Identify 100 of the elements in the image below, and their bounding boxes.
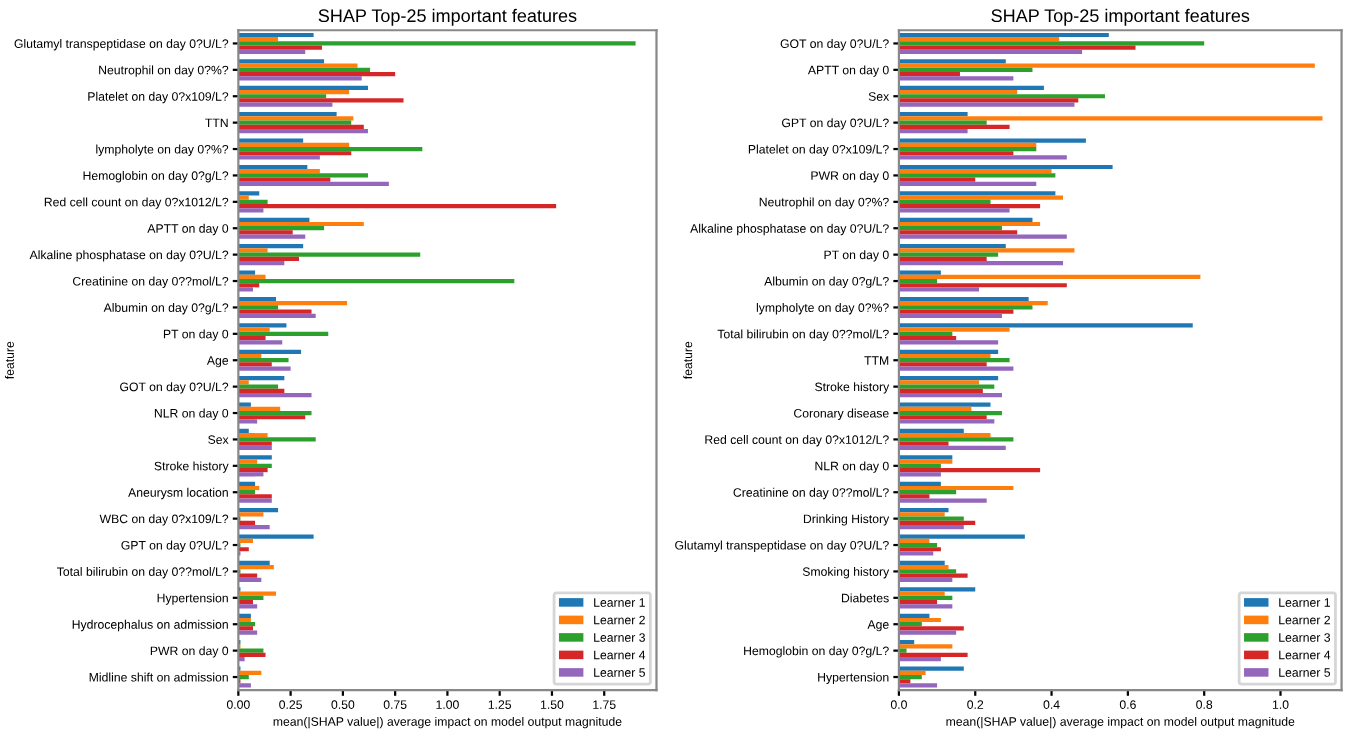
bar [238,591,276,596]
bar [238,362,272,367]
bar [238,203,557,209]
bar [238,384,279,389]
bar [898,560,945,566]
bar [238,335,266,341]
bar [898,547,941,552]
bar [898,366,1014,371]
bar [238,376,285,381]
bar [898,591,945,596]
bar [898,164,1113,170]
bar [898,490,957,495]
bar [238,32,314,38]
bar [238,63,358,68]
bar [238,613,251,618]
bar [898,221,1041,227]
bar [238,146,423,152]
bar [238,41,636,46]
bar [238,283,260,288]
bar [238,331,329,336]
bar [238,353,262,359]
bar [898,419,995,424]
bar [898,392,1002,398]
bar [238,508,279,513]
bar [898,666,964,671]
bar [898,353,991,359]
bar [898,274,1201,279]
bar [238,358,289,363]
bar [238,670,262,675]
bar [238,76,362,81]
bar [898,256,987,261]
bar [898,120,987,125]
bar [898,89,1018,95]
bar [238,481,256,486]
bar [898,595,953,600]
bar [238,388,285,393]
bar [238,181,389,186]
bar [238,296,276,302]
bar [238,195,249,200]
bar [898,388,983,393]
bar [898,226,1002,231]
bar [238,155,320,160]
bar [238,340,283,345]
bar [898,71,960,77]
bar [898,604,953,609]
bar [898,199,991,204]
bar [898,445,1006,450]
bar [898,485,1014,491]
bar [898,313,1002,318]
bar [238,98,404,103]
bar [898,551,934,556]
bar [898,428,964,434]
bar [898,128,968,134]
bar [238,459,258,464]
bar [238,472,264,477]
bar [238,538,253,543]
bar [898,309,1014,314]
bar [898,49,1083,54]
bar [898,151,1014,156]
bar [898,498,987,503]
bar [898,670,926,675]
bar [898,683,938,688]
bar [238,244,304,249]
bar [898,124,1010,129]
bar [238,248,268,253]
bar [898,217,1033,222]
bar [238,305,279,310]
bar [898,415,987,420]
bar [898,538,930,543]
bar [238,85,368,90]
bar [238,595,264,600]
bar [898,85,1044,90]
bar [898,577,953,582]
bar [238,270,256,275]
bar [898,327,1010,332]
bar [898,45,1136,50]
bar [238,234,306,239]
bar [898,37,1060,42]
bar [238,520,256,525]
bar [238,415,306,420]
bar [898,362,987,367]
bar [898,296,1029,302]
bar [898,494,930,499]
bar [238,199,268,204]
bar [238,656,245,662]
bar [898,112,968,117]
bar [238,463,272,468]
bar [238,323,287,328]
bar [898,41,1205,46]
bar [238,112,337,117]
bar [898,463,941,468]
bar [238,617,251,623]
bar [238,301,348,306]
bar [238,392,312,398]
bar [898,652,968,657]
bar [238,485,260,491]
bar [238,221,364,227]
bar [238,169,320,174]
bar [898,380,980,385]
bar [238,128,368,134]
